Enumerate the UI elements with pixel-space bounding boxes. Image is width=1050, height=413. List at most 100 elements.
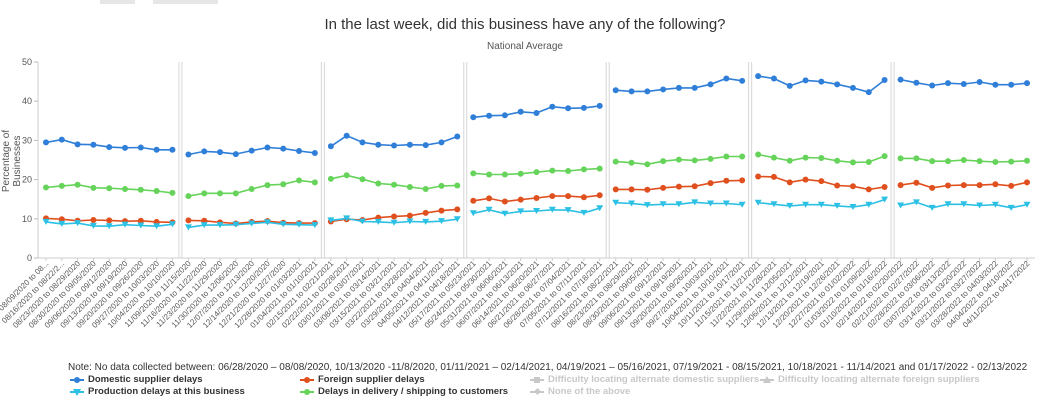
data-point <box>58 182 65 189</box>
data-point <box>770 173 777 180</box>
data-point <box>184 224 192 231</box>
data-point <box>358 218 366 225</box>
data-point <box>849 183 856 190</box>
data-point <box>786 179 793 186</box>
data-point <box>470 114 477 121</box>
data-point <box>833 202 841 209</box>
data-point <box>296 177 303 184</box>
legend-item-domestic-supplier-delays[interactable]: Domestic supplier delays <box>70 374 203 385</box>
chart-note: Note: No data collected between: 06/28/2… <box>68 362 1028 373</box>
data-point <box>834 182 841 189</box>
data-point <box>565 105 572 112</box>
data-point <box>612 158 619 165</box>
data-point <box>74 181 81 188</box>
data-point <box>58 136 65 143</box>
data-point <box>834 157 841 164</box>
data-point <box>976 158 983 165</box>
data-point <box>913 79 920 86</box>
data-point <box>612 199 620 206</box>
data-point <box>264 144 271 151</box>
data-point <box>280 145 287 152</box>
data-point <box>200 222 208 229</box>
data-point <box>74 220 82 227</box>
legend-label: Foreign supplier delays <box>318 374 425 385</box>
data-point <box>1024 157 1030 164</box>
data-point <box>122 144 129 151</box>
legend-item-none-of-the-above[interactable]: None of the above <box>530 386 630 397</box>
data-point <box>881 184 888 191</box>
data-point <box>121 221 129 228</box>
series-3 <box>43 151 1030 200</box>
data-point <box>660 86 667 93</box>
data-point <box>897 202 905 209</box>
data-point <box>596 192 603 199</box>
data-point <box>232 190 239 197</box>
data-point <box>1007 204 1015 211</box>
data-point <box>185 193 192 200</box>
data-point <box>201 148 208 155</box>
data-point <box>723 153 730 160</box>
data-point <box>564 207 572 214</box>
data-point <box>43 139 49 146</box>
data-point <box>343 172 350 179</box>
data-point <box>691 157 698 164</box>
data-point <box>438 207 445 214</box>
data-point <box>422 218 430 225</box>
data-point <box>691 183 698 190</box>
data-point <box>311 222 319 229</box>
legend-item-foreign-supplier-delays[interactable]: Foreign supplier delays <box>300 374 425 385</box>
data-point <box>723 177 730 184</box>
data-point <box>707 200 715 207</box>
data-point <box>454 182 461 189</box>
data-point <box>754 199 762 206</box>
y-tick-label: 50 <box>22 57 32 67</box>
data-point <box>944 158 951 165</box>
y-tick-label: 0 <box>27 253 32 263</box>
data-point <box>264 182 271 189</box>
data-point <box>722 200 730 207</box>
data-point <box>675 183 682 190</box>
data-point <box>881 153 888 160</box>
data-point <box>612 186 619 193</box>
series-2 <box>42 196 1031 231</box>
chart-title: In the last week, did this business have… <box>324 16 726 33</box>
data-point <box>944 80 951 87</box>
data-point <box>90 184 97 191</box>
data-point <box>201 190 208 197</box>
data-point <box>106 217 113 224</box>
data-point <box>391 181 398 188</box>
data-point <box>786 157 793 164</box>
data-point <box>533 109 540 116</box>
data-point <box>755 151 762 158</box>
data-point <box>960 157 967 163</box>
data-point <box>596 102 603 109</box>
data-point <box>359 176 366 183</box>
data-point <box>485 206 493 213</box>
data-point <box>960 80 967 87</box>
data-point <box>802 201 810 208</box>
data-point <box>548 206 556 213</box>
data-point <box>644 88 651 95</box>
legend-item-difficulty-domestic[interactable]: Difficulty locating alternate domestic s… <box>530 374 759 385</box>
data-point <box>739 77 746 84</box>
data-point <box>612 87 619 94</box>
legend-item-difficulty-foreign[interactable]: Difficulty locating alternate foreign su… <box>760 374 980 385</box>
data-point <box>217 149 224 156</box>
data-point <box>169 189 176 196</box>
data-point <box>849 84 856 91</box>
data-point <box>1008 158 1015 165</box>
data-point <box>960 182 967 189</box>
y-tick-label: 20 <box>22 175 32 185</box>
data-point <box>343 132 350 139</box>
legend-item-delivery-delays[interactable]: Delays in delivery / shipping to custome… <box>300 386 508 397</box>
legend-label: None of the above <box>548 386 631 397</box>
data-point <box>406 184 413 191</box>
data-point <box>137 186 144 193</box>
legend-label: Production delays at this business <box>88 386 245 397</box>
data-point <box>897 76 904 83</box>
data-point <box>501 112 508 119</box>
data-point <box>438 139 445 146</box>
data-point <box>248 220 256 227</box>
data-point <box>454 133 461 140</box>
legend-item-production-delays[interactable]: Production delays at this business <box>70 386 245 397</box>
